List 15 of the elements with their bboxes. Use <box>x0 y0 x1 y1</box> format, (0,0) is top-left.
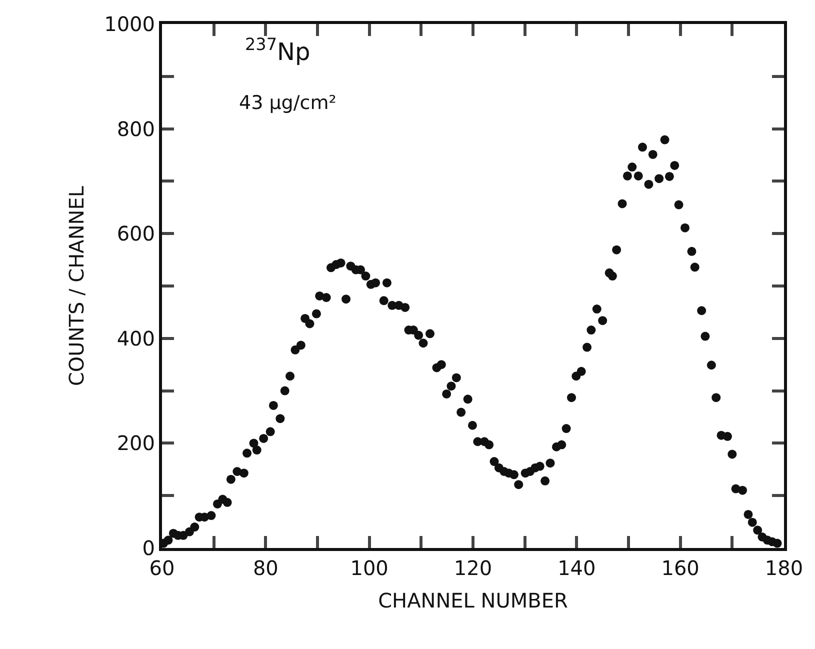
y-tick-label: 1000 <box>104 12 155 36</box>
x-tick-label: 140 <box>558 556 596 580</box>
y-axis-title: COUNTS / CHANNEL <box>64 185 89 386</box>
y-tick-label: 400 <box>116 326 155 350</box>
x-tick-label: 100 <box>350 556 388 580</box>
annotation: $^{237}$Np <box>245 34 310 66</box>
x-tick-label: 180 <box>764 556 804 580</box>
annotation: 43 μg/cm² <box>239 92 336 114</box>
x-tick-label: 120 <box>454 556 492 580</box>
x-axis-title: CHANNEL NUMBER <box>378 588 568 612</box>
x-tick-label: 80 <box>252 556 278 580</box>
y-tick-label: 600 <box>116 222 155 246</box>
y-tick-label: 200 <box>116 431 155 456</box>
x-tick-label: 160 <box>661 556 700 580</box>
y-tick-label: 800 <box>116 116 155 141</box>
